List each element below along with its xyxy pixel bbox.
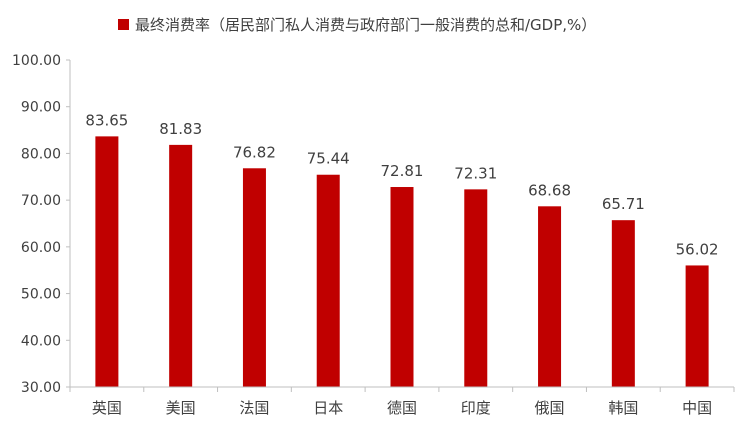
x-tick-label: 美国 [166,399,196,417]
legend-swatch [118,18,129,30]
bar [611,220,635,387]
bar [316,174,340,387]
x-tick-label: 韩国 [608,399,638,417]
x-tick-label: 俄国 [535,399,565,417]
x-tick-label: 印度 [461,399,491,417]
bar [95,136,119,387]
bar [685,265,709,387]
data-label: 83.65 [85,111,128,129]
bar [169,144,193,387]
y-tick-label: 60.00 [21,240,61,256]
chart-legend: 最终消费率（居民部门私人消费与政府部门一般消费的总和/GDP,%） [118,12,596,36]
x-tick-label: 中国 [682,399,712,417]
y-tick-label: 50.00 [21,287,61,303]
y-tick-label: 90.00 [21,100,61,116]
x-tick-label: 日本 [313,399,343,417]
legend-label: 最终消费率（居民部门私人消费与政府部门一般消费的总和/GDP,%） [135,15,597,34]
bar [390,187,414,387]
data-label: 72.31 [454,164,497,182]
y-tick-label: 100.00 [12,53,61,69]
y-tick-label: 40.00 [21,333,61,349]
bar [464,189,488,387]
x-tick-label: 法国 [239,399,269,417]
bar [242,168,266,387]
y-tick-label: 80.00 [21,146,61,162]
data-label: 75.44 [307,150,350,168]
y-tick-label: 70.00 [21,193,61,209]
bar [538,206,562,387]
data-label: 56.02 [676,240,719,258]
data-label: 76.82 [233,143,276,161]
data-label: 65.71 [602,195,645,213]
x-tick-label: 英国 [92,399,122,417]
data-label: 72.81 [381,162,424,180]
data-label: 81.83 [159,120,202,138]
y-tick-label: 30.00 [21,380,61,396]
x-tick-label: 德国 [387,399,417,417]
data-label: 68.68 [528,181,571,199]
